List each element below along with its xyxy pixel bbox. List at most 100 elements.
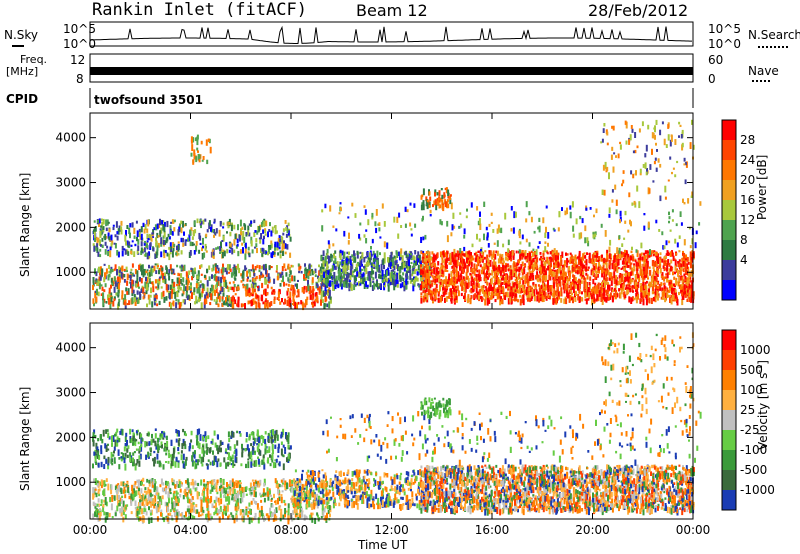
data-cell: [282, 243, 285, 250]
data-cell: [220, 285, 223, 292]
data-cell: [553, 271, 556, 277]
data-cell: [500, 227, 503, 234]
data-cell: [273, 251, 276, 255]
data-cell: [435, 283, 438, 289]
data-cell: [627, 229, 630, 233]
data-cell: [269, 222, 271, 227]
data-cell: [400, 248, 403, 254]
data-cell: [653, 161, 656, 165]
data-cell: [534, 263, 537, 270]
data-cell: [163, 275, 166, 279]
data-cell: [659, 288, 662, 291]
data-cell: [329, 297, 332, 304]
data-cell: [617, 259, 620, 266]
data-cell: [216, 265, 219, 269]
data-cell: [130, 248, 133, 252]
data-cell: [434, 199, 437, 205]
data-cell: [212, 285, 215, 292]
data-cell: [486, 270, 488, 276]
data-cell: [149, 242, 152, 247]
data-cell: [162, 223, 165, 231]
data-cell: [674, 295, 677, 299]
data-cell: [619, 257, 622, 261]
data-cell: [468, 251, 471, 258]
data-cell: [126, 291, 129, 295]
data-cell: [605, 277, 608, 282]
data-cell: [621, 183, 623, 187]
data-cell: [666, 250, 669, 254]
data-cell: [497, 289, 500, 293]
data-cell: [471, 267, 474, 273]
data-cell: [92, 282, 95, 287]
data-cell: [687, 277, 690, 282]
data-cell: [500, 282, 503, 289]
data-cell: [349, 269, 352, 276]
data-cell: [279, 273, 282, 278]
data-cell: [416, 272, 419, 276]
data-cell: [245, 234, 248, 237]
data-cell: [390, 262, 393, 266]
data-cell: [148, 277, 151, 284]
data-cell: [601, 272, 604, 278]
data-cell: [223, 250, 226, 257]
data-cell: [486, 299, 489, 306]
data-cell: [599, 266, 602, 270]
data-cell: [100, 504, 103, 506]
data-cell: [585, 266, 588, 272]
data-cell: [557, 291, 560, 297]
data-cell: [451, 251, 454, 259]
data-cell: [289, 291, 292, 298]
data-cell: [262, 238, 265, 245]
data-cell: [541, 275, 544, 281]
colorbar-segment: [722, 240, 736, 260]
data-cell: [387, 283, 390, 287]
data-cell: [234, 277, 237, 281]
data-cell: [572, 274, 575, 278]
data-cell: [151, 235, 154, 238]
data-cell: [577, 293, 580, 301]
data-cell: [102, 299, 105, 306]
data-cell: [476, 269, 479, 273]
data-cell: [228, 222, 231, 225]
data-cell: [244, 303, 246, 310]
data-cell: [632, 173, 635, 179]
data-cell: [155, 294, 158, 300]
data-cell: [408, 250, 411, 254]
data-cell: [206, 229, 209, 233]
data-cell: [587, 240, 590, 247]
data-cell: [675, 252, 678, 256]
data-cell: [362, 275, 365, 279]
data-cell: [645, 258, 648, 265]
data-cell: [455, 265, 458, 269]
data-cell: [560, 259, 563, 266]
data-cell: [395, 262, 398, 269]
data-cell: [297, 291, 300, 298]
data-cell: [177, 290, 180, 293]
data-cell: [631, 202, 634, 206]
data-cell: [665, 273, 668, 276]
data-cell: [163, 226, 166, 233]
data-cell: [466, 275, 469, 279]
data-cell: [260, 233, 263, 240]
data-cell: [439, 197, 442, 202]
data-cell: [188, 234, 191, 242]
data-cell: [116, 292, 119, 297]
data-cell: [469, 289, 472, 293]
data-cell: [432, 288, 435, 294]
data-cell: [405, 283, 408, 290]
data-cell: [160, 251, 163, 258]
data-cell: [175, 252, 178, 256]
data-cell: [142, 511, 145, 514]
data-cell: [612, 289, 614, 293]
data-cell: [331, 281, 334, 287]
data-cell: [510, 276, 513, 280]
data-cell: [196, 275, 199, 280]
data-cell: [307, 279, 309, 284]
data-cell: [320, 288, 323, 293]
data-cell: [375, 209, 378, 216]
data-cell: [651, 132, 654, 139]
data-cell: [486, 263, 489, 271]
data-cell: [553, 291, 556, 298]
data-cell: [355, 263, 358, 270]
data-cell: [122, 481, 125, 487]
